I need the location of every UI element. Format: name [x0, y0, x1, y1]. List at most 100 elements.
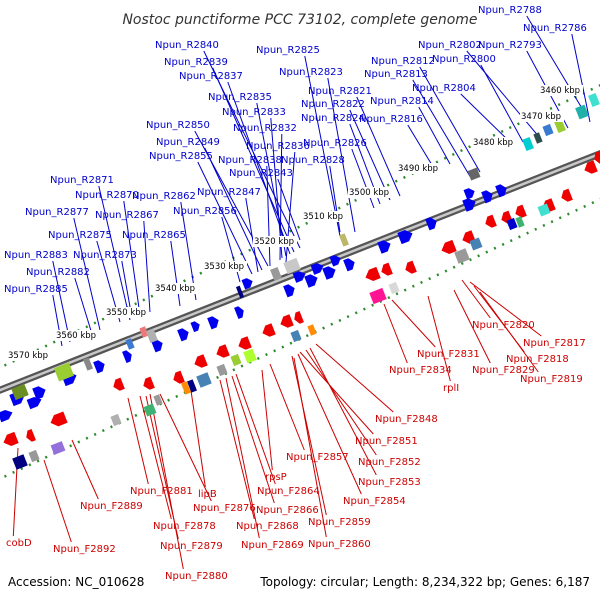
forward-gene-arrow [292, 271, 306, 283]
gene-features [0, 92, 600, 470]
feature-box [139, 326, 149, 338]
leader-line [304, 55, 341, 237]
leader-line [349, 109, 391, 201]
gene-arrow-shape [294, 310, 304, 324]
gene-arrow-shape [93, 360, 105, 374]
gene-arrow-shape [561, 188, 573, 202]
leader-line [479, 291, 539, 373]
scale-label-bg [203, 261, 247, 272]
gene-arrow-shape [381, 262, 393, 276]
gene-label-forward: Npun_R2840 [155, 40, 219, 51]
scale-label-bg [302, 211, 346, 222]
gene-label-forward: Npun_R2813 [364, 69, 428, 80]
leader-line [383, 303, 408, 364]
feature-box-shape [143, 403, 157, 417]
gene-label-reverse: cobD [6, 538, 32, 549]
leader-line [412, 79, 472, 179]
gene-arrow-shape [194, 354, 208, 368]
leader-line [197, 161, 253, 275]
gene-label-forward: Npun_R2832 [233, 123, 297, 134]
reverse-gene-arrow [594, 150, 600, 164]
feature-box [153, 394, 163, 406]
scale-label: 3480 kbp [473, 138, 513, 148]
leader-line [143, 220, 151, 313]
gene-label-forward: Npun_R2837 [179, 71, 243, 82]
reverse-gene-arrow [561, 188, 573, 202]
leader-line [74, 277, 93, 335]
feature-box-shape [50, 441, 66, 455]
leader-line [480, 64, 524, 143]
gene-label-reverse: Npun_F2879 [160, 541, 223, 552]
reverse-gene-arrow [485, 214, 497, 228]
gene-arrow-shape [463, 188, 475, 200]
feature-box-shape [542, 123, 554, 137]
forward-gene-arrow [234, 306, 244, 320]
gene-arrow-shape [280, 314, 294, 328]
feature-box-shape [12, 454, 28, 470]
gene-label-reverse: lipB [198, 489, 217, 500]
feature-box-shape [83, 357, 93, 371]
scale-label-bg [520, 111, 564, 122]
gene-label-reverse: Npun_F2878 [153, 521, 216, 532]
gene-arrow-shape [177, 328, 189, 342]
gene-label-reverse: Npun_F2857 [286, 452, 349, 463]
scale-label: 3500 kbp [349, 188, 389, 198]
gene-label-forward: Npun_R2826 [303, 138, 367, 149]
forward-gene-arrow [26, 396, 42, 410]
forward-gene-arrow [495, 184, 507, 198]
gene-label-reverse: Npun_F2860 [308, 539, 371, 550]
gene-label-reverse: Npun_F2876 [193, 503, 256, 514]
leader-line [149, 393, 184, 570]
leader-line [266, 165, 271, 267]
genome-summary-text: Topology: circular; Length: 8,234,322 bp… [259, 575, 590, 589]
leader-line [461, 279, 491, 319]
gene-arrow-shape [26, 428, 36, 442]
scale-label-bg [154, 283, 198, 294]
gene-arrow-shape [584, 160, 598, 174]
reverse-gene-arrow [441, 239, 457, 254]
gene-arrow-shape [122, 350, 132, 364]
feature-box-shape [537, 203, 551, 217]
leader-line [43, 459, 72, 543]
feature-box [515, 216, 525, 228]
accession-text: Accession: NC_010628 [8, 575, 144, 589]
forward-gene-arrow [241, 278, 253, 290]
feature-box [125, 338, 135, 350]
gene-arrow-shape [397, 230, 413, 245]
gene-label-reverse: Npun_F2834 [389, 365, 452, 376]
gene-label-forward: Npun_R2867 [95, 210, 159, 221]
forward-gene-arrow [32, 386, 46, 400]
scale-label: 3550 kbp [106, 308, 146, 318]
feature-box-shape [290, 329, 302, 343]
feature-box-shape [575, 104, 589, 120]
scale-label-bg [397, 163, 441, 174]
feature-box-shape [146, 328, 158, 344]
scale-label-bg [55, 330, 99, 341]
scale-label: 3490 kbp [398, 164, 438, 174]
gene-label-forward: Npun_R2850 [146, 120, 210, 131]
forward-gene-arrow [207, 316, 219, 330]
forward-gene-arrow [463, 188, 475, 200]
gene-label-reverse: Npun_F2817 [523, 338, 586, 349]
scale-label: 3470 kbp [521, 112, 561, 122]
gene-label-forward: Npun_R2825 [256, 45, 320, 56]
feature-box [506, 217, 518, 231]
feature-box-shape [53, 362, 75, 382]
gene-label-forward: Npun_R2870 [75, 190, 139, 201]
leader-line [52, 260, 71, 343]
forward-gene-arrow [304, 274, 318, 288]
forward-gene-arrow [177, 328, 189, 342]
feature-box [187, 379, 197, 393]
forward-gene-arrow [151, 339, 163, 353]
feature-box-shape [125, 338, 135, 350]
gene-arrow-shape [0, 409, 13, 423]
gene-arrow-shape [425, 217, 437, 231]
feature-box [469, 237, 483, 251]
leader-line [293, 357, 327, 538]
feature-box-shape [181, 381, 191, 395]
gene-label-reverse: rpsP [265, 472, 287, 483]
gene-arrow-shape [343, 258, 355, 272]
forward-gene-arrow [343, 258, 355, 272]
leader-line [189, 383, 206, 488]
gene-label-forward: Npun_R2800 [432, 54, 496, 65]
